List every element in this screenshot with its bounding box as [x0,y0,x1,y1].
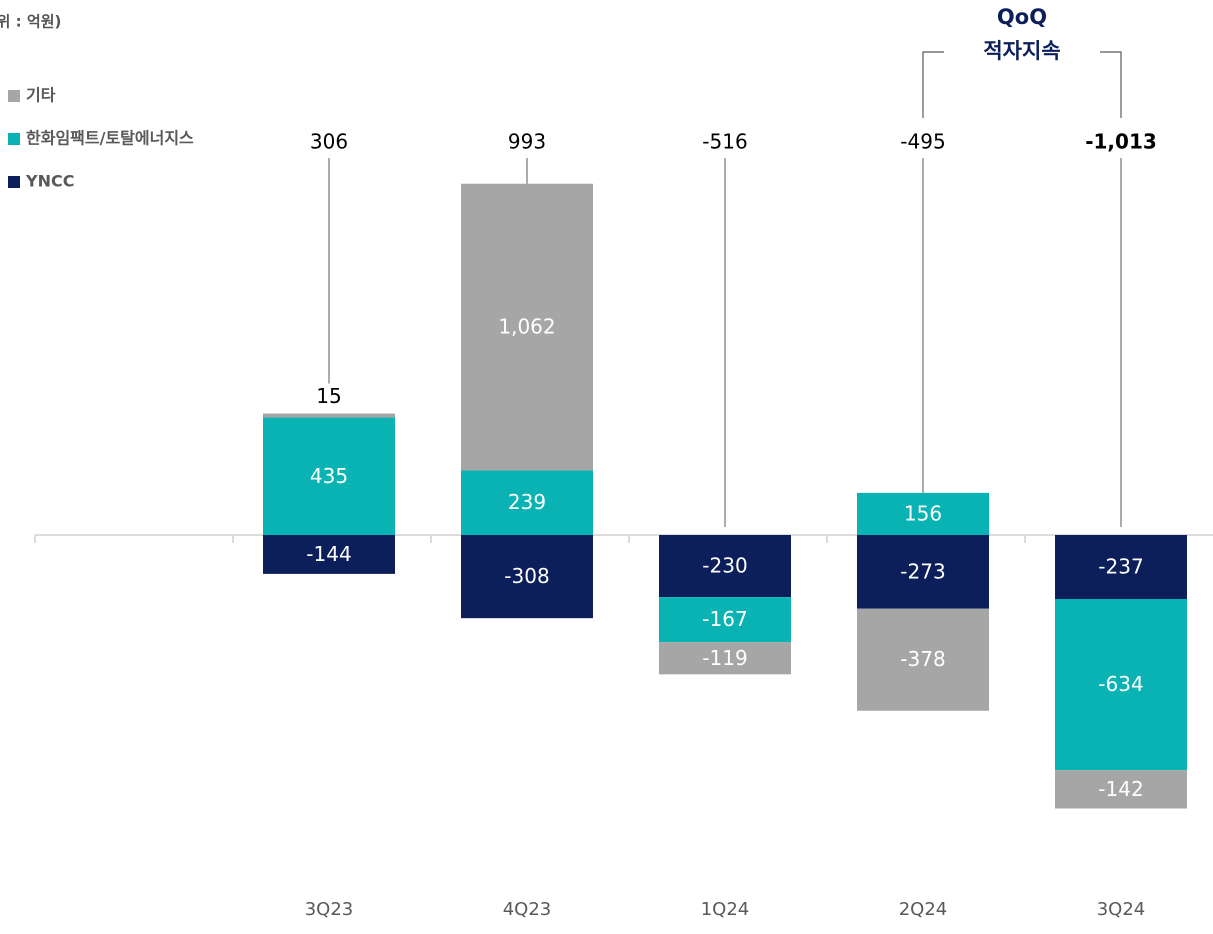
legend-label: 기타 [26,86,56,105]
bar-segment [263,417,395,535]
data-label: 1,062 [498,315,555,339]
bar-segment [659,597,791,643]
bar-segment [461,535,593,619]
bar-segment [1055,535,1187,599]
data-label: -167 [702,607,747,631]
data-label: -378 [900,647,945,671]
total-label: -516 [702,130,747,154]
unit-label: (단위 : 억원) [0,13,61,31]
data-label: -634 [1098,672,1143,696]
legend-swatch [8,133,20,145]
bar-segment [263,535,395,574]
data-label: 15 [316,384,341,408]
total-label: -495 [900,130,945,154]
data-label: -142 [1098,777,1143,801]
legend-swatch [8,90,20,102]
bar-segment [263,413,395,418]
x-tick-label: 3Q23 [305,899,354,920]
legend-label: 한화임팩트/토탈에너지스 [26,129,194,148]
data-label: 156 [904,501,942,525]
data-label: 435 [310,464,348,488]
data-label: -144 [306,542,351,566]
total-label: -1,013 [1085,130,1157,154]
data-label: -273 [900,559,945,583]
bar-segment [461,183,593,471]
bar-segment [857,535,989,609]
data-label: -237 [1098,554,1143,578]
x-tick-label: 1Q24 [701,899,750,920]
bar-segment [659,535,791,598]
bar-segment [659,642,791,675]
legend-swatch [8,176,20,188]
x-tick-label: 2Q24 [899,899,948,920]
x-tick-label: 3Q24 [1097,899,1146,920]
annotation-text: QoQ [997,5,1047,29]
x-tick-label: 4Q23 [503,899,552,920]
data-label: 239 [508,490,546,514]
bar-segment [1055,598,1187,771]
bar-segment [1055,770,1187,809]
bar-segment [461,470,593,535]
total-label: 993 [508,130,546,154]
annotation-bracket [922,51,1122,118]
legend-label: YNCC [25,172,74,191]
annotation-text: 적자지속 [983,39,1060,63]
total-label: 306 [310,130,348,154]
bar-segment [857,492,989,535]
data-label: -230 [702,554,747,578]
data-label: -308 [504,564,549,588]
bar-segment [857,608,989,711]
data-label: -119 [702,646,747,670]
